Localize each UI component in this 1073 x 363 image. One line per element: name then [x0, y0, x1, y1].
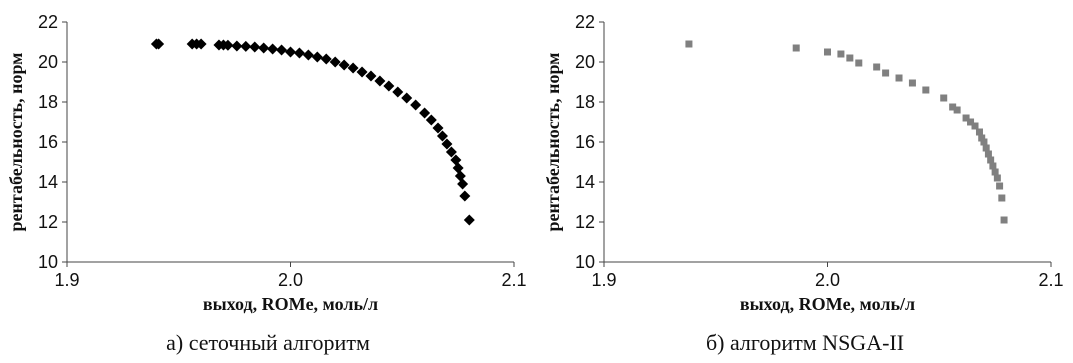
x-tick-label: 2.1	[501, 270, 526, 290]
x-tick-label: 2.0	[815, 270, 840, 290]
data-point	[222, 39, 234, 51]
y-tick-label: 22	[575, 12, 595, 32]
chart-caption-a: а) сеточный алгоритм	[166, 330, 370, 355]
data-point	[231, 40, 243, 52]
data-point	[873, 63, 881, 71]
x-tick-label: 1.9	[591, 270, 616, 290]
y-tick-label: 16	[575, 132, 595, 152]
data-point	[356, 66, 368, 78]
data-point	[276, 44, 288, 56]
y-tick-label: 18	[38, 92, 58, 112]
data-point	[837, 50, 845, 58]
data-point	[996, 182, 1004, 190]
chart-svg-b: 10 12 14 16 18 20 22 1.9 2.0 2.1 выход, ROMe, моль…	[543, 12, 1064, 314]
data-point	[882, 69, 890, 77]
data-point	[855, 59, 863, 67]
data-point	[258, 42, 270, 54]
data-point	[441, 138, 453, 150]
data-point	[365, 70, 377, 82]
y-tick-label: 14	[38, 172, 58, 192]
y-axis-label: рентабельность, норм	[6, 53, 26, 232]
data-point	[457, 178, 469, 190]
x-tick-label: 2.1	[1038, 270, 1063, 290]
data-point	[685, 40, 693, 48]
chart-svg-a: 10 12 14 16 18 20 22 1.9 2.0 2.1 выход, ROMe, моль…	[6, 12, 527, 314]
y-axis-label: рентабельность, норм	[543, 53, 563, 232]
data-point	[445, 146, 457, 158]
data-point	[846, 54, 854, 62]
data-point	[895, 74, 903, 82]
data-point	[991, 168, 999, 176]
y-tick-label: 14	[575, 172, 595, 192]
x-tick-label: 2.0	[278, 270, 303, 290]
chart-panel-b: 10 12 14 16 18 20 22 1.9 2.0 2.1 выход, ROMe, моль…	[537, 0, 1073, 363]
y-tick-label: 18	[575, 92, 595, 112]
data-point	[329, 56, 341, 68]
data-point	[989, 162, 997, 170]
data-point	[320, 53, 332, 65]
data-point	[982, 144, 990, 152]
data-point	[338, 59, 350, 71]
x-axis-label: выход, ROMe, моль/л	[740, 294, 915, 314]
data-point	[459, 190, 471, 202]
data-point	[824, 48, 831, 56]
data-point	[195, 38, 207, 50]
data-point	[463, 214, 475, 226]
data-point	[953, 106, 961, 114]
chart-panel-a: 10 12 14 16 18 20 22 1.9 2.0 2.1 выход, ROMe, моль…	[0, 0, 536, 363]
data-point	[293, 47, 305, 59]
y-tick-label: 12	[38, 212, 58, 232]
y-tick-label: 12	[575, 212, 595, 232]
y-tick-label: 16	[38, 132, 58, 152]
data-point	[392, 86, 404, 98]
y-tick-label: 10	[38, 252, 58, 272]
data-point	[347, 62, 359, 74]
data-point	[971, 122, 979, 130]
data-point	[425, 114, 437, 126]
data-point	[962, 114, 970, 122]
y-tick-label: 20	[38, 52, 58, 72]
data-point	[949, 103, 957, 111]
data-point	[450, 154, 462, 166]
data-point	[984, 150, 992, 158]
data-point	[267, 43, 279, 55]
data-point	[980, 138, 988, 146]
data-point	[436, 130, 448, 142]
data-point	[410, 99, 422, 111]
data-point	[792, 44, 800, 52]
data-point	[302, 49, 314, 61]
data-point	[240, 40, 252, 52]
data-point	[978, 134, 986, 142]
x-tick-label: 1.9	[54, 270, 79, 290]
data-point	[998, 194, 1006, 202]
data-point	[383, 80, 395, 92]
data-point	[153, 38, 165, 50]
data-point	[993, 174, 1001, 182]
x-axis-label: выход, ROMe, моль/л	[203, 294, 378, 314]
y-tick-label: 10	[575, 252, 595, 272]
data-point	[940, 94, 948, 102]
data-point	[975, 128, 983, 136]
data-point	[922, 86, 930, 94]
data-point	[374, 75, 386, 87]
data-point	[454, 170, 466, 182]
y-tick-label: 22	[38, 12, 58, 32]
data-point	[401, 92, 413, 104]
data-point	[908, 79, 916, 87]
data-point	[311, 51, 323, 63]
data-point	[432, 122, 444, 134]
chart-caption-b: б) алгоритм NSGA-II	[705, 330, 905, 355]
data-point	[285, 46, 296, 58]
data-point	[419, 107, 431, 119]
data-point	[967, 118, 975, 126]
data-point	[249, 41, 261, 53]
data-point	[452, 162, 464, 174]
data-point	[987, 156, 995, 164]
data-point	[1000, 216, 1008, 224]
y-tick-label: 20	[575, 52, 595, 72]
